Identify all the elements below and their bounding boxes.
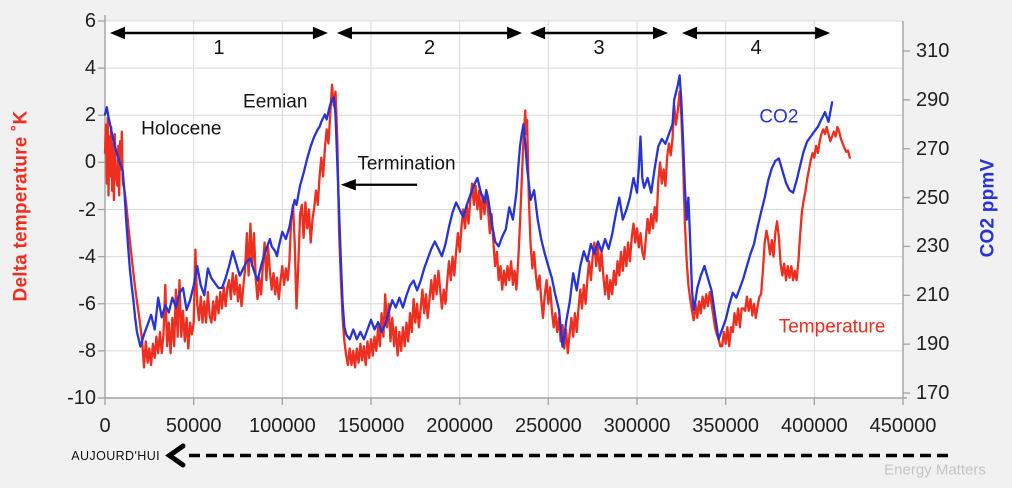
interval-arrowhead-left bbox=[336, 26, 352, 40]
x-tick-label: 200000 bbox=[426, 415, 494, 437]
interval-arrowhead-right bbox=[815, 26, 831, 40]
y-right-tick-label: 230 bbox=[916, 235, 950, 258]
watermark: Energy Matters bbox=[884, 461, 986, 479]
annotation-eemian: Eemian bbox=[243, 91, 308, 113]
x-tick-label: 350000 bbox=[692, 415, 760, 437]
y-left-tick-label: 2 bbox=[84, 104, 96, 127]
y-left-axis-title: Delta temperature ˚K bbox=[10, 110, 32, 302]
y-left-tick-label: -6 bbox=[78, 292, 96, 315]
interval-label: 4 bbox=[750, 37, 762, 59]
interval-label: 3 bbox=[593, 37, 605, 59]
x-tick-label: 250000 bbox=[514, 415, 582, 437]
annotation-termination: Termination bbox=[357, 153, 456, 175]
interval-arrowhead-right bbox=[312, 26, 328, 40]
today-arrowhead bbox=[165, 443, 186, 468]
y-right-tick-label: 170 bbox=[916, 382, 950, 404]
series-label-temperature: Temperature bbox=[778, 316, 886, 338]
y-left-tick-label: 4 bbox=[84, 57, 96, 80]
today-label: AUJOURD'HUI bbox=[71, 448, 160, 463]
x-tick-label: 450000 bbox=[869, 415, 937, 437]
interval-arrowhead-left bbox=[682, 26, 698, 40]
interval-arrowhead-right bbox=[507, 26, 523, 40]
x-tick-label: 400000 bbox=[780, 415, 848, 437]
annotation-holocene: Holocene bbox=[141, 118, 222, 140]
y-right-tick-label: 210 bbox=[916, 284, 950, 307]
termination-arrowhead bbox=[340, 178, 356, 191]
series-label-co2: CO2 bbox=[759, 106, 799, 128]
y-left-tick-label: -4 bbox=[78, 245, 96, 268]
y-left-tick-label: -8 bbox=[78, 339, 96, 362]
x-tick-label: 150000 bbox=[337, 415, 405, 437]
interval-arrowhead-left bbox=[530, 26, 546, 40]
co2-line bbox=[103, 74, 834, 348]
x-tick-label: 300000 bbox=[603, 415, 671, 437]
y-right-axis-title: CO2 ppmV bbox=[977, 158, 999, 258]
y-right-tick-label: 190 bbox=[916, 333, 950, 356]
interval-arrowhead-right bbox=[653, 26, 669, 40]
y-left-tick-label: 0 bbox=[84, 151, 96, 174]
y-left-tick-label: 6 bbox=[84, 10, 96, 32]
y-right-tick-label: 270 bbox=[916, 137, 950, 160]
temperature-line bbox=[103, 83, 851, 369]
x-tick-label: 50000 bbox=[165, 415, 222, 437]
x-tick-label: 0 bbox=[99, 415, 111, 437]
y-right-tick-label: 310 bbox=[916, 40, 950, 62]
y-left-tick-label: -2 bbox=[78, 198, 96, 221]
interval-label: 2 bbox=[423, 37, 436, 59]
y-right-tick-label: 250 bbox=[916, 186, 950, 209]
x-tick-label: 100000 bbox=[248, 415, 316, 437]
y-right-tick-label: 290 bbox=[916, 88, 950, 111]
interval-label: 1 bbox=[213, 37, 225, 59]
y-left-tick-label: -10 bbox=[67, 387, 96, 409]
interval-arrowhead-left bbox=[109, 26, 125, 40]
